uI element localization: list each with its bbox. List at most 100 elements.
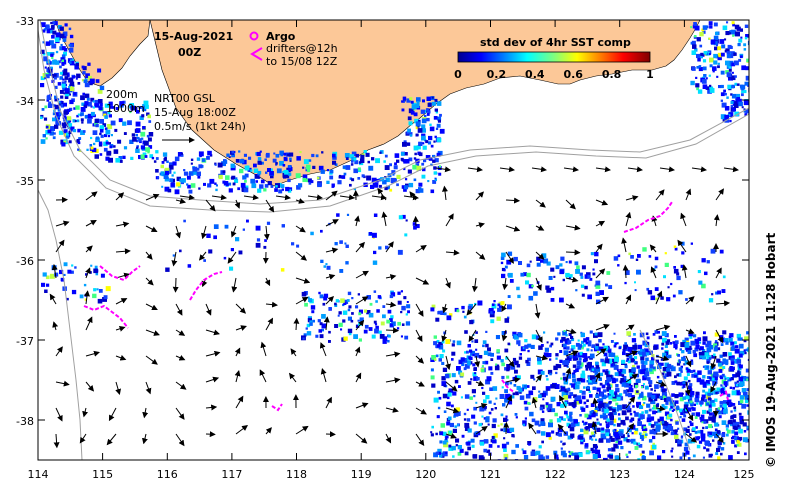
current-vector [49, 293, 57, 305]
current-vector [474, 355, 481, 368]
current-vector [385, 327, 400, 334]
map-date: 15-Aug-2021 [154, 30, 233, 43]
current-vector [371, 194, 387, 201]
current-vector [715, 188, 724, 201]
current-vector [295, 198, 305, 204]
argo-label: Argo [266, 30, 296, 43]
current-vector [435, 166, 451, 173]
current-vector [627, 166, 643, 173]
drifter-track-3 [83, 304, 129, 329]
current-vector [234, 370, 241, 383]
current-vector [307, 194, 323, 201]
current-vector [565, 199, 576, 210]
argo-symbol-icon [249, 31, 259, 41]
x-tick-label: 118 [286, 468, 307, 481]
current-vector [403, 194, 419, 201]
current-vector [355, 319, 365, 331]
current-vector [205, 376, 220, 383]
x-tick-label: 119 [351, 468, 372, 481]
current-vector [467, 166, 483, 173]
colorbar-title: std dev of 4hr SST comp [480, 36, 631, 49]
current-vector [142, 407, 149, 419]
current-vector [685, 188, 692, 201]
y-tick-label: -33 [16, 15, 34, 28]
current-vector [499, 166, 515, 173]
current-vector [505, 377, 521, 383]
current-vector [445, 381, 458, 392]
drifter-track-2 [189, 271, 223, 301]
current-vector [505, 251, 514, 264]
current-vector [295, 251, 307, 261]
current-vector [715, 433, 724, 443]
current-vector [595, 348, 607, 357]
current-vector [441, 329, 448, 343]
current-vector [565, 224, 581, 231]
current-vector [385, 274, 397, 280]
current-vector [415, 433, 425, 447]
current-vector [82, 407, 89, 418]
current-vector [505, 197, 521, 204]
current-vector [355, 402, 369, 409]
current-vector [685, 407, 694, 422]
y-tick-label: -36 [16, 255, 34, 268]
x-tick-label: 115 [92, 468, 113, 481]
current-vector [595, 166, 611, 173]
current-vector [445, 355, 451, 371]
current-vector [115, 381, 121, 396]
y-axis-labels: -33 -34 -35 -36 -37 -38 [16, 15, 34, 428]
current-vector [557, 423, 567, 435]
current-vector [85, 267, 91, 279]
current-vector [385, 241, 394, 253]
current-vector [595, 296, 609, 305]
current-vector [115, 325, 126, 332]
colorbar-gradient [457, 51, 651, 63]
current-vector [205, 303, 212, 316]
current-vector [325, 274, 336, 280]
current-vector [175, 381, 187, 390]
current-vector [85, 350, 100, 357]
current-vector [115, 354, 127, 361]
current-vector [505, 225, 521, 232]
current-vector [295, 277, 311, 284]
current-vector [655, 324, 671, 331]
current-vector [415, 329, 423, 342]
current-vector [235, 425, 248, 435]
x-tick-label: 116 [157, 468, 178, 481]
current-vector [145, 251, 153, 260]
current-vector [691, 166, 707, 173]
current-vector [710, 381, 717, 393]
colorbar-tick: 0.2 [487, 68, 507, 81]
current-vector [263, 225, 270, 241]
current-vector [594, 372, 601, 383]
current-vector [85, 191, 98, 201]
current-vector [595, 220, 606, 227]
current-vector [621, 237, 628, 253]
current-vector [565, 350, 579, 357]
current-vector [235, 325, 247, 331]
current-vector [355, 270, 369, 279]
current-vector [528, 422, 537, 435]
current-vector [531, 166, 547, 173]
current-vector [55, 346, 63, 357]
drifter-track-1 [99, 265, 141, 282]
current-vector [715, 300, 731, 307]
current-vector [655, 405, 666, 412]
current-vector [323, 316, 330, 331]
sst-speckle-layer [40, 21, 749, 460]
current-vector [445, 249, 460, 256]
current-vector [55, 220, 70, 227]
current-vector [713, 214, 720, 227]
current-vector [381, 211, 388, 227]
current-vector [108, 407, 117, 422]
current-vector [235, 303, 247, 314]
imos-credit: © IMOS 19-Aug-2021 11:28 Hobart [764, 232, 778, 468]
current-vector [655, 189, 665, 201]
current-vector [52, 321, 59, 331]
isobath-1000m [38, 29, 749, 213]
current-vector [595, 199, 609, 206]
y-tick-label: -37 [16, 335, 34, 348]
current-vector [415, 245, 427, 253]
current-vector [531, 397, 538, 409]
current-vector [595, 243, 603, 253]
current-vector [677, 239, 687, 253]
